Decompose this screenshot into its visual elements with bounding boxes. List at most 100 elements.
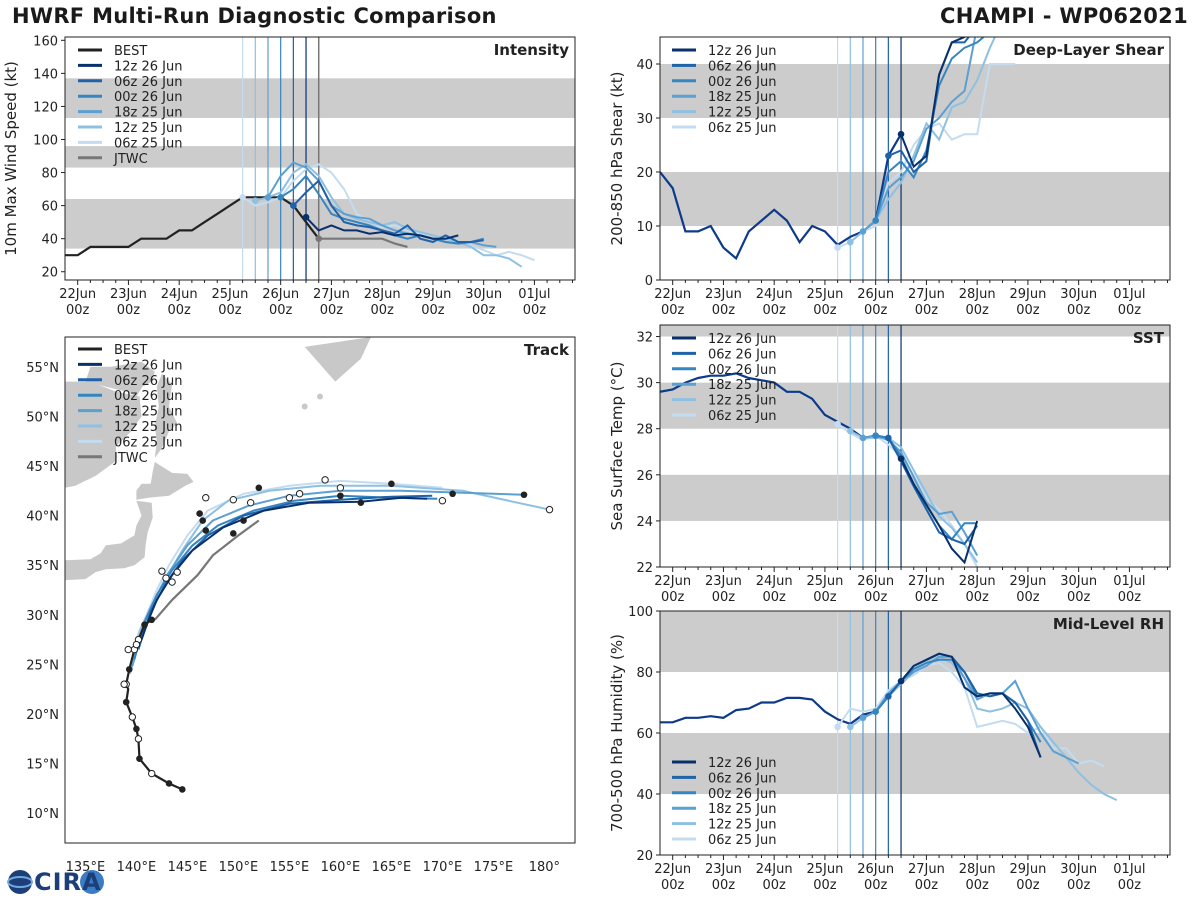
y-tick-label: 80 (636, 666, 653, 681)
lat-tick-label: 40°N (26, 510, 59, 525)
x-tick-label: 26Jun (857, 574, 894, 589)
x-tick-label: 28Jun (364, 287, 401, 302)
series-start-marker (264, 194, 272, 201)
series-line (255, 163, 523, 268)
y-tick-label: 80 (41, 167, 58, 182)
track-marker-filled (255, 484, 263, 492)
panel-title: Intensity (494, 41, 570, 59)
track-marker-open (545, 505, 554, 514)
track-map: 10°N 15°N 20°N 25°N 30°N 35°N 40°N 45°N 50°N 55°N… (26, 336, 576, 875)
swirl-icon (80, 870, 104, 894)
y-tick-label: 30 (636, 112, 653, 127)
series-start-marker (859, 714, 867, 722)
x-tick-label: 24Jun (161, 287, 198, 302)
x-tick-label: 00z (813, 303, 837, 318)
x-tick-label: 22Jun (654, 862, 691, 877)
series-start-marker (846, 238, 854, 246)
series-line (862, 434, 979, 556)
track-marker-open (134, 735, 143, 743)
series-start-marker (251, 197, 259, 204)
track-marker-filled (520, 491, 528, 499)
x-tick-label: 00z (965, 590, 989, 605)
y-tick-label: 20 (636, 849, 653, 864)
x-tick-label: 29Jun (1009, 287, 1046, 302)
land-mass (301, 403, 308, 410)
x-tick-label: 22Jun (59, 287, 96, 302)
plot-area (660, 325, 1170, 567)
x-tick-label: 00z (1067, 590, 1091, 605)
panel-title: Mid-Level RH (1053, 615, 1164, 633)
x-tick-label: 24Jun (756, 862, 793, 877)
lon-tick-label: 145°E (168, 860, 208, 875)
x-tick-label: 00z (661, 590, 685, 605)
legend-label: 06z 25 Jun (708, 833, 777, 848)
x-tick-label: 25Jun (806, 862, 843, 877)
cira-logo: CIRA (4, 866, 108, 898)
x-tick-label: 00z (421, 303, 445, 318)
legend-label: BEST (114, 343, 147, 358)
y-tick-label: 100 (628, 605, 653, 620)
series-line (292, 179, 484, 244)
x-tick-label: 24Jun (756, 574, 793, 589)
legend-label: 06z 25 Jun (114, 136, 183, 151)
plot-area (660, 37, 1170, 280)
track-marker-open (202, 494, 210, 502)
x-tick-label: 27Jun (908, 862, 945, 877)
legend-label: 12z 25 Jun (708, 394, 777, 409)
y-tick-label: 60 (636, 727, 653, 742)
series-start-marker (885, 434, 892, 442)
shaded-band (660, 382, 1170, 429)
track-marker-filled (388, 480, 395, 488)
x-tick-label: 24Jun (756, 287, 793, 302)
legend-label: 18z 25 Jun (114, 405, 183, 420)
x-tick-label: 00z (762, 878, 786, 893)
x-tick-label: 00z (1118, 303, 1142, 318)
legend-label: 18z 25 Jun (708, 802, 777, 817)
shaded-band (660, 172, 1170, 226)
track-marker-filled (133, 725, 140, 733)
x-tick-label: 30Jun (1060, 574, 1097, 589)
x-tick-label: 00z (370, 303, 394, 318)
y-axis-label: 200-850 hPa Shear (kt) (608, 72, 626, 246)
legend-label: 12z 26 Jun (708, 332, 777, 347)
x-tick-label: 00z (661, 878, 685, 893)
track-marker-filled (199, 517, 206, 524)
shaded-band (660, 64, 1170, 118)
panel-title: Track (524, 341, 570, 359)
panel-title: SST (1133, 329, 1165, 347)
x-tick-label: 00z (1067, 303, 1091, 318)
legend-label: 00z 26 Jun (114, 389, 183, 404)
legend-label: BEST (114, 44, 147, 59)
y-tick-label: 22 (636, 561, 653, 576)
x-tick-label: 25Jun (806, 574, 843, 589)
track-marker-open (128, 713, 137, 721)
x-tick-label: 22Jun (654, 287, 691, 302)
legend-label: 06z 26 Jun (114, 374, 183, 389)
lon-tick-label: 175°E (474, 860, 514, 875)
x-tick-label: 00z (915, 590, 939, 605)
x-tick-label: 30Jun (465, 287, 502, 302)
x-tick-label: 00z (712, 303, 736, 318)
series-start-marker (834, 723, 841, 731)
legend-label: JTWC (113, 152, 148, 167)
plot-area (65, 37, 575, 280)
track-marker-filled (196, 510, 203, 517)
x-tick-label: 00z (712, 590, 736, 605)
legend-label: 06z 26 Jun (114, 75, 183, 90)
land-mass (304, 337, 371, 382)
track-marker-filled (449, 490, 456, 498)
track-marker-filled (148, 616, 155, 624)
jtwc-track-line (153, 519, 260, 621)
land-mass (136, 462, 194, 500)
y-tick-label: 40 (636, 788, 653, 803)
lat-tick-label: 15°N (26, 758, 59, 773)
track-marker-open (229, 496, 238, 504)
shaded-band (65, 78, 575, 118)
x-tick-label: 26Jun (262, 287, 299, 302)
track-marker-open (336, 484, 345, 492)
lon-tick-label: 160°E (321, 860, 361, 875)
lon-tick-label: 140°E (117, 860, 157, 875)
legend-label: 18z 25 Jun (708, 90, 777, 105)
panel-title: Deep-Layer Shear (1013, 41, 1164, 59)
x-tick-label: 00z (1118, 590, 1142, 605)
